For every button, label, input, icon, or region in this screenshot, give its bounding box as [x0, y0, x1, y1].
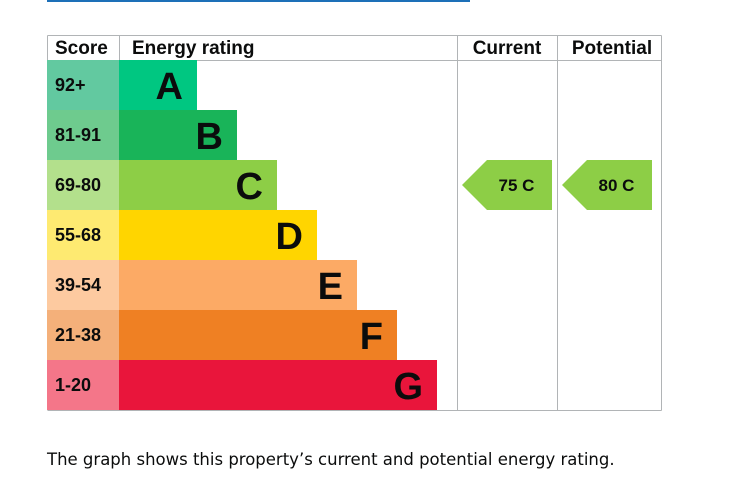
score-range-c: 69-80	[55, 175, 101, 195]
score-cell-b	[47, 110, 119, 160]
score-cell-c	[47, 160, 119, 210]
score-cell-d	[47, 210, 119, 260]
chart-caption: The graph shows this property’s current …	[47, 450, 615, 469]
energy-rating-chart: Score Energy rating Current Potential 92…	[47, 35, 662, 411]
rating-letter-b: B	[196, 116, 223, 158]
rating-bar-d	[119, 210, 317, 260]
rating-letter-c: C	[236, 166, 263, 208]
score-range-b: 81-91	[55, 125, 101, 145]
rating-bar-a	[119, 60, 197, 110]
header-current: Current	[473, 38, 542, 59]
score-cell-a	[47, 60, 119, 110]
potential-rating-arrow	[562, 160, 652, 210]
score-cell-f	[47, 310, 119, 360]
rating-bar-e	[119, 260, 357, 310]
score-range-e: 39-54	[55, 275, 101, 295]
rating-letter-a: A	[156, 66, 183, 108]
chart-grid	[47, 35, 662, 411]
rating-letter-e: E	[318, 266, 343, 308]
rating-arrows: 75 C 80 C	[462, 160, 652, 210]
rating-bar-f	[119, 310, 397, 360]
score-range-a: 92+	[55, 75, 86, 95]
score-range-g: 1-20	[55, 375, 91, 395]
rating-letter-g: G	[393, 366, 423, 408]
rating-bar-g	[119, 360, 437, 410]
rating-letter-d: D	[276, 216, 303, 258]
rating-bar-b	[119, 110, 237, 160]
header-score: Score	[55, 38, 108, 59]
score-range-f: 21-38	[55, 325, 101, 345]
rating-letter-f: F	[360, 316, 383, 358]
score-cell-g	[47, 360, 119, 410]
top-link-underline[interactable]	[47, 0, 470, 2]
current-rating-arrow	[462, 160, 552, 210]
score-cell-e	[47, 260, 119, 310]
potential-rating-label: 80 C	[599, 176, 635, 195]
score-range-d: 55-68	[55, 225, 101, 245]
header-potential: Potential	[572, 38, 652, 59]
header-energy-rating: Energy rating	[132, 38, 254, 59]
current-rating-label: 75 C	[499, 176, 535, 195]
rating-bands: 92+ A 81-91 B 69-80 C 55-68 D 39-54 E 21-38 F 1-20 G	[47, 60, 437, 410]
rating-bar-c	[119, 160, 277, 210]
